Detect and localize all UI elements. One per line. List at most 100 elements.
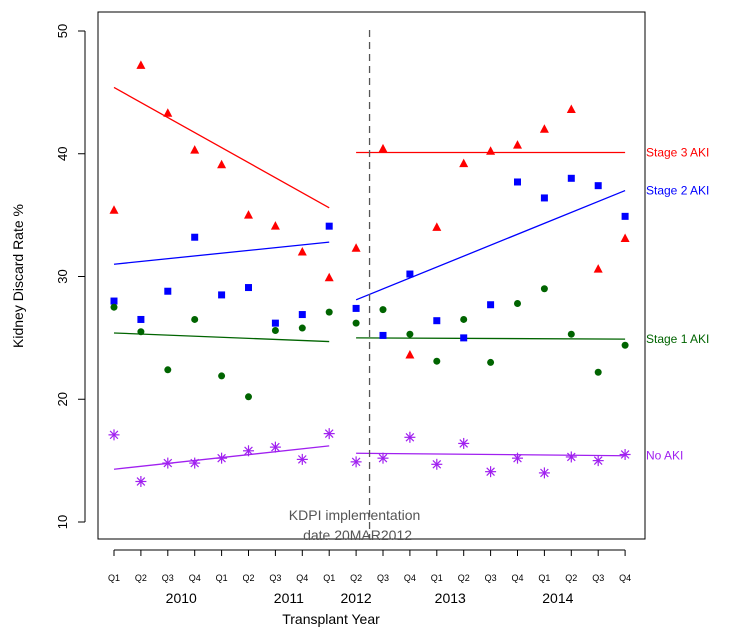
x-year-label: 2013 — [435, 590, 466, 606]
data-point-circle — [110, 303, 118, 311]
data-points — [108, 60, 631, 487]
data-point-square — [218, 291, 226, 299]
plot-area-frame — [97, 11, 646, 540]
series-label: Stage 3 AKI — [646, 146, 709, 160]
data-point-triangle — [163, 108, 173, 117]
annotation-line-1: KDPI implementation — [289, 507, 421, 523]
x-quarter-label: Q2 — [242, 573, 254, 583]
x-quarter-label: Q1 — [108, 573, 120, 583]
data-point-square — [460, 334, 468, 342]
data-point-square — [594, 182, 602, 190]
data-point-asterisk — [538, 467, 550, 479]
data-point-circle — [621, 341, 629, 349]
x-axis-title: Transplant Year — [282, 611, 380, 627]
data-point-square — [433, 317, 441, 325]
series-label: Stage 1 AKI — [646, 332, 709, 346]
data-point-circle — [540, 285, 548, 293]
x-quarter-label: Q3 — [592, 573, 604, 583]
x-quarter-label: Q1 — [538, 573, 550, 583]
data-point-square — [567, 174, 575, 182]
data-point-circle — [406, 330, 414, 338]
data-point-asterisk — [135, 475, 147, 487]
data-point-circle — [245, 393, 252, 401]
data-point-asterisk — [269, 441, 281, 453]
data-point-asterisk — [189, 457, 201, 469]
data-point-triangle — [324, 272, 334, 282]
x-quarter-label: Q2 — [458, 573, 470, 583]
data-point-square — [540, 194, 548, 202]
x-quarter-label: Q1 — [216, 573, 228, 583]
x-quarter-label: Q3 — [485, 573, 497, 583]
x-quarter-label: Q2 — [350, 573, 362, 583]
data-point-square — [487, 301, 495, 309]
data-point-asterisk — [565, 451, 577, 463]
data-point-circle — [594, 368, 602, 376]
trend-line-post — [356, 452, 626, 457]
trend-line-pre — [113, 86, 330, 209]
x-quarter-label: Q3 — [269, 573, 281, 583]
data-point-triangle — [486, 146, 496, 155]
x-quarter-label: Q2 — [565, 573, 577, 583]
data-point-circle — [218, 372, 226, 380]
data-point-square — [271, 319, 279, 327]
data-point-triangle — [270, 221, 280, 230]
x-year-label: 2012 — [341, 590, 372, 606]
x-quarter-label: Q2 — [135, 573, 147, 583]
y-tick-label: 50 — [55, 24, 70, 38]
data-point-triangle — [566, 104, 576, 114]
data-point-circle — [137, 328, 145, 336]
x-year-label: 2011 — [274, 590, 304, 606]
x-quarter-label: Q4 — [296, 573, 308, 583]
data-point-circle — [164, 366, 172, 374]
data-point-triangle — [109, 205, 119, 214]
y-axis: 10 20 30 40 50 — [55, 24, 86, 529]
data-point-square — [298, 311, 306, 319]
data-point-triangle — [351, 243, 361, 252]
series-label: No AKI — [646, 449, 683, 463]
data-point-asterisk — [296, 453, 308, 465]
data-point-triangle — [297, 246, 307, 256]
x-quarter-label: Q3 — [162, 573, 174, 583]
data-point-asterisk — [323, 428, 335, 440]
x-year-label: 2014 — [542, 590, 573, 606]
data-point-triangle — [136, 60, 146, 69]
data-point-square — [245, 284, 252, 292]
data-point-asterisk — [162, 457, 174, 469]
x-quarter-label: Q4 — [619, 573, 631, 583]
data-point-asterisk — [404, 431, 416, 443]
data-point-triangle — [620, 233, 630, 242]
data-point-square — [191, 233, 199, 241]
data-point-circle — [567, 330, 575, 338]
series-label: Stage 2 AKI — [646, 184, 709, 198]
data-point-square — [137, 315, 145, 323]
data-point-square — [352, 304, 360, 312]
x-axis: Q1 Q2 Q3 Q4 Q1 Q2 Q3 Q4 Q1 Q2 Q3 Q4 Q1 Q2 Q3 Q4 Q1 Q2 Q3 Q4… — [108, 549, 631, 606]
data-point-asterisk — [216, 452, 228, 464]
x-quarter-label: Q3 — [377, 573, 389, 583]
data-point-triangle — [244, 210, 253, 219]
data-point-circle — [325, 308, 333, 316]
x-quarter-label: Q4 — [511, 573, 523, 583]
data-point-circle — [352, 319, 360, 327]
data-point-square — [325, 222, 333, 230]
data-point-circle — [487, 358, 495, 366]
x-quarter-label: Q4 — [189, 573, 201, 583]
data-point-square — [406, 270, 414, 278]
data-point-square — [164, 287, 172, 295]
data-point-triangle — [459, 158, 469, 168]
data-point-asterisk — [485, 466, 497, 478]
data-point-triangle — [593, 264, 603, 273]
data-point-circle — [191, 315, 199, 323]
x-quarter-label: Q1 — [431, 573, 443, 583]
data-point-triangle — [405, 350, 415, 359]
data-point-square — [110, 297, 118, 305]
data-point-asterisk — [377, 452, 389, 464]
data-point-circle — [433, 357, 441, 365]
series-labels: Stage 3 AKI Stage 2 AKI Stage 1 AKI No AKI — [646, 146, 709, 463]
data-point-triangle — [190, 145, 200, 154]
data-point-circle — [379, 306, 387, 314]
y-tick-label: 10 — [55, 515, 70, 529]
data-point-circle — [460, 315, 468, 323]
x-year-label: 2010 — [166, 590, 197, 606]
